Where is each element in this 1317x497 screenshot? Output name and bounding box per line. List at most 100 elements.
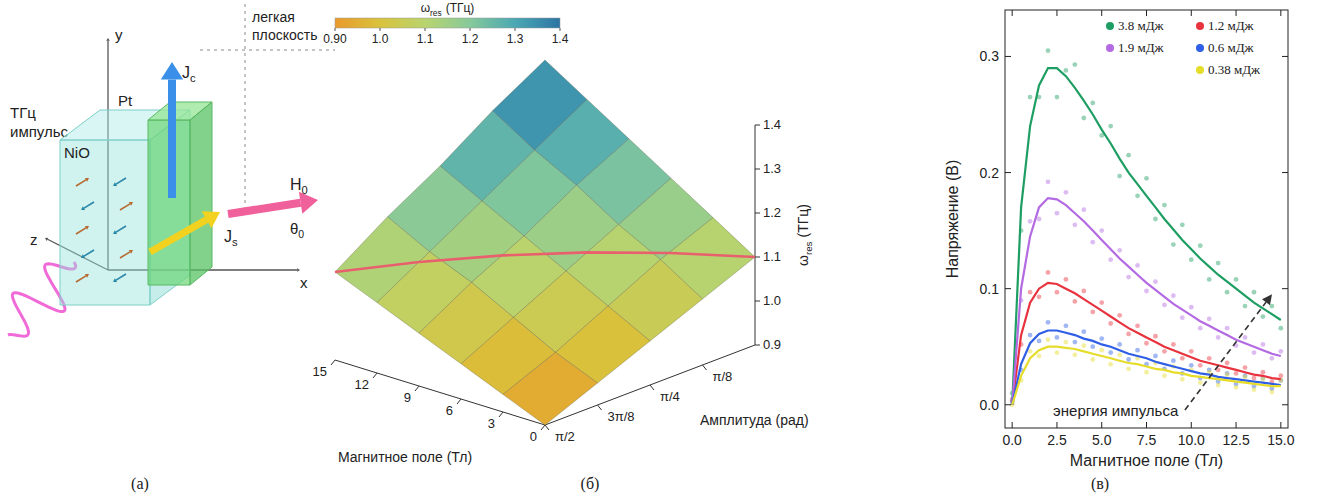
data-point [1117,342,1122,347]
spin-shaft [76,276,86,282]
data-point [1117,248,1122,253]
data-point [1171,342,1176,347]
x-tick-label: 10.0 [1178,432,1205,448]
data-point [1037,339,1042,344]
angle-label: θ0 [290,220,304,240]
data-point [1261,370,1266,375]
data-point [1072,299,1077,304]
x-tick [1056,10,1057,16]
spin [113,274,126,282]
data-point [1090,357,1095,362]
data-point [1037,217,1042,222]
axis-label: x [300,274,308,291]
data-point [1081,329,1086,334]
y-tick-label: π/8 [713,369,733,384]
x-tick [1101,422,1102,428]
spin [81,202,94,210]
data-point [1252,350,1257,355]
spin-head [85,274,89,278]
y-tick [1282,288,1288,289]
z-tick-label: 1.2 [763,205,781,220]
y-tick-label: 0.2 [980,165,1000,181]
vector-label: Js [224,228,238,248]
vector-label: H0 [290,176,308,196]
colorbar-title-main: ω [421,1,430,15]
fit-line [1012,347,1281,405]
data-point [1072,340,1077,345]
annotation-arrow-head [1262,294,1272,305]
data-point [1189,305,1194,310]
annotation-arrow [1185,302,1266,410]
data-point [1081,116,1086,121]
vector-label-main: J [224,228,232,245]
x-tick [1101,10,1102,16]
data-point [1278,373,1283,378]
data-point [1180,315,1185,320]
spin-shaft [84,250,94,256]
panel-a: легкаяплоскостьТГцимпульсxyzNiOPtJcJsH0θ… [8,4,335,336]
data-point [1225,372,1230,377]
colorbar-tick-label: 0.90 [323,32,347,46]
data-point [1037,354,1042,359]
data-point [1072,62,1077,67]
plane-label-line: плоскость [252,27,317,43]
layer-label: NiO [64,144,90,161]
panel-b: ωres(ТГц)0.901.01.11.21.31.403691215π/8π… [313,1,814,465]
plot-frame [1005,10,1288,428]
nio-front [60,140,150,305]
data-point [1099,300,1104,305]
data-point [1153,217,1158,222]
y-tick-label: π/4 [660,389,680,404]
spin [120,202,133,210]
data-point [1046,48,1051,53]
panel-label: (б) [581,475,600,493]
z-tick-label: 0.9 [763,337,781,352]
spin-shaft [76,228,86,234]
data-point [1126,357,1131,362]
spin-head [81,206,85,210]
data-point [1153,334,1158,339]
data-point [1198,243,1203,248]
surface-cell [503,352,598,425]
x-tick [1191,10,1192,16]
legend-marker [1196,44,1204,52]
spin-head [113,182,117,186]
legend-marker [1196,22,1204,30]
spin-head [85,226,89,230]
spin-head [129,202,133,206]
data-point [1144,370,1149,375]
legend-label: 0.38 мДж [1208,62,1261,77]
data-point [1198,380,1203,385]
data-point [1099,348,1104,353]
y-tick [1282,56,1288,57]
z-tick [755,345,760,346]
colorbar-title-sub: res [430,8,442,18]
data-point [1081,289,1086,294]
colorbar-tick-label: 1.1 [417,32,434,46]
y-tick-label: 0.0 [980,397,1000,413]
x-axis-title: Магнитное поле (Тл) [338,449,472,465]
colorbar-tick-label: 1.2 [462,32,479,46]
data-point [1117,352,1122,357]
panel-c: 0.02.55.07.510.012.515.00.00.10.20.3Магн… [944,10,1295,469]
data-point [1046,320,1051,325]
data-point [1269,304,1274,309]
vector-label-main: J [182,64,190,81]
layer-label: Pt [118,92,133,109]
data-point [1278,326,1283,331]
x-tick [1236,10,1237,16]
vector [150,211,220,252]
spin [81,250,94,258]
data-point [1216,261,1221,266]
data-point [1081,207,1086,212]
panel-label: (а) [131,475,149,493]
legend-marker [1196,66,1204,74]
colorbar [335,18,560,28]
vector-label-sub: s [232,236,238,248]
data-point [1171,358,1176,363]
data-point [1081,343,1086,348]
axis-y-head [106,38,110,41]
vector-shaft [150,220,207,252]
spin-shaft [120,204,130,210]
x-tick-label: 0.0 [1002,432,1022,448]
